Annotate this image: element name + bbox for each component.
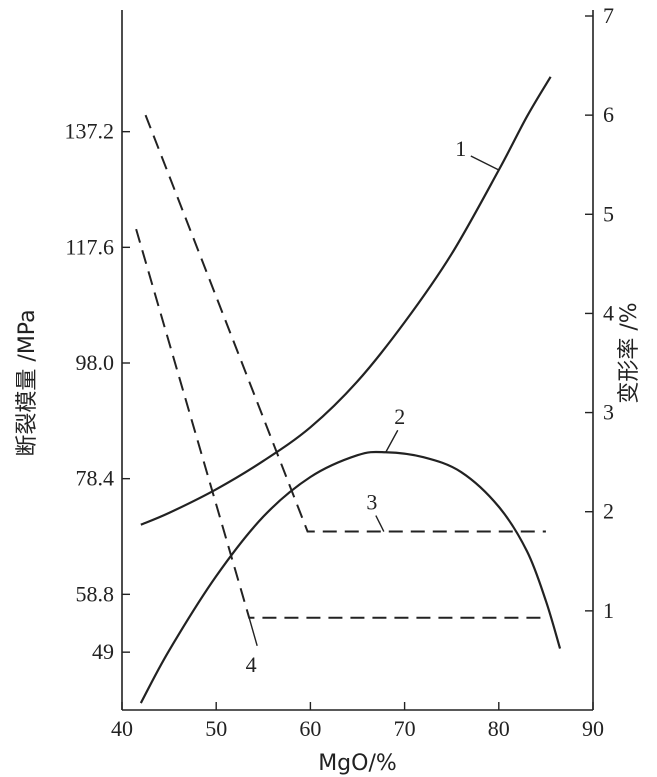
x-tick-label: 40	[111, 716, 133, 741]
right-y-tick-label: 7	[603, 3, 614, 28]
left-y-tick-label: 49	[92, 639, 114, 664]
series-labels: 1 2 3 4	[246, 136, 500, 677]
x-tick-label: 80	[488, 716, 510, 741]
series-line-4	[135, 228, 546, 619]
x-tick-label: 60	[299, 716, 321, 741]
series-line-3	[144, 114, 546, 533]
left-y-tick-label: 58.8	[76, 581, 115, 606]
left-y-tick-label: 137.2	[65, 119, 115, 144]
series-label-4: 4	[246, 652, 257, 677]
series-leader-3	[375, 515, 385, 532]
series-label-3: 3	[366, 490, 377, 515]
series-label-1: 1	[455, 136, 466, 161]
series-leader-4	[248, 617, 258, 646]
series-label-2: 2	[394, 404, 405, 429]
right-y-tick-label: 4	[603, 300, 614, 325]
left-y-axis-title: 断裂模量 /MPa	[15, 309, 40, 456]
series-leader-1	[470, 155, 500, 171]
right-y-tick-label: 3	[603, 400, 614, 425]
axes	[121, 10, 594, 711]
ticks: 40 50 60 70 80 90 49 58.8 78.4 98.0 117.6 137.2 1 2 3 4…	[65, 3, 615, 741]
x-tick-label: 70	[394, 716, 416, 741]
left-y-tick-label: 78.4	[76, 466, 115, 491]
x-axis-title: MgO/%	[318, 751, 397, 776]
right-y-tick-label: 2	[603, 499, 614, 524]
right-y-tick-label: 5	[603, 201, 614, 226]
left-y-tick-label: 98.0	[76, 350, 115, 375]
series-line-2	[139, 450, 562, 704]
series-line-1	[140, 76, 552, 526]
series-leader-2	[385, 429, 399, 453]
right-y-axis-title: 变形率 /%	[617, 302, 642, 403]
x-tick-label: 50	[205, 716, 227, 741]
x-tick-label: 90	[582, 716, 604, 741]
right-y-tick-label: 6	[603, 102, 614, 127]
right-y-tick-label: 1	[603, 598, 614, 623]
left-y-tick-label: 117.6	[65, 234, 114, 259]
series-lines	[135, 76, 562, 704]
